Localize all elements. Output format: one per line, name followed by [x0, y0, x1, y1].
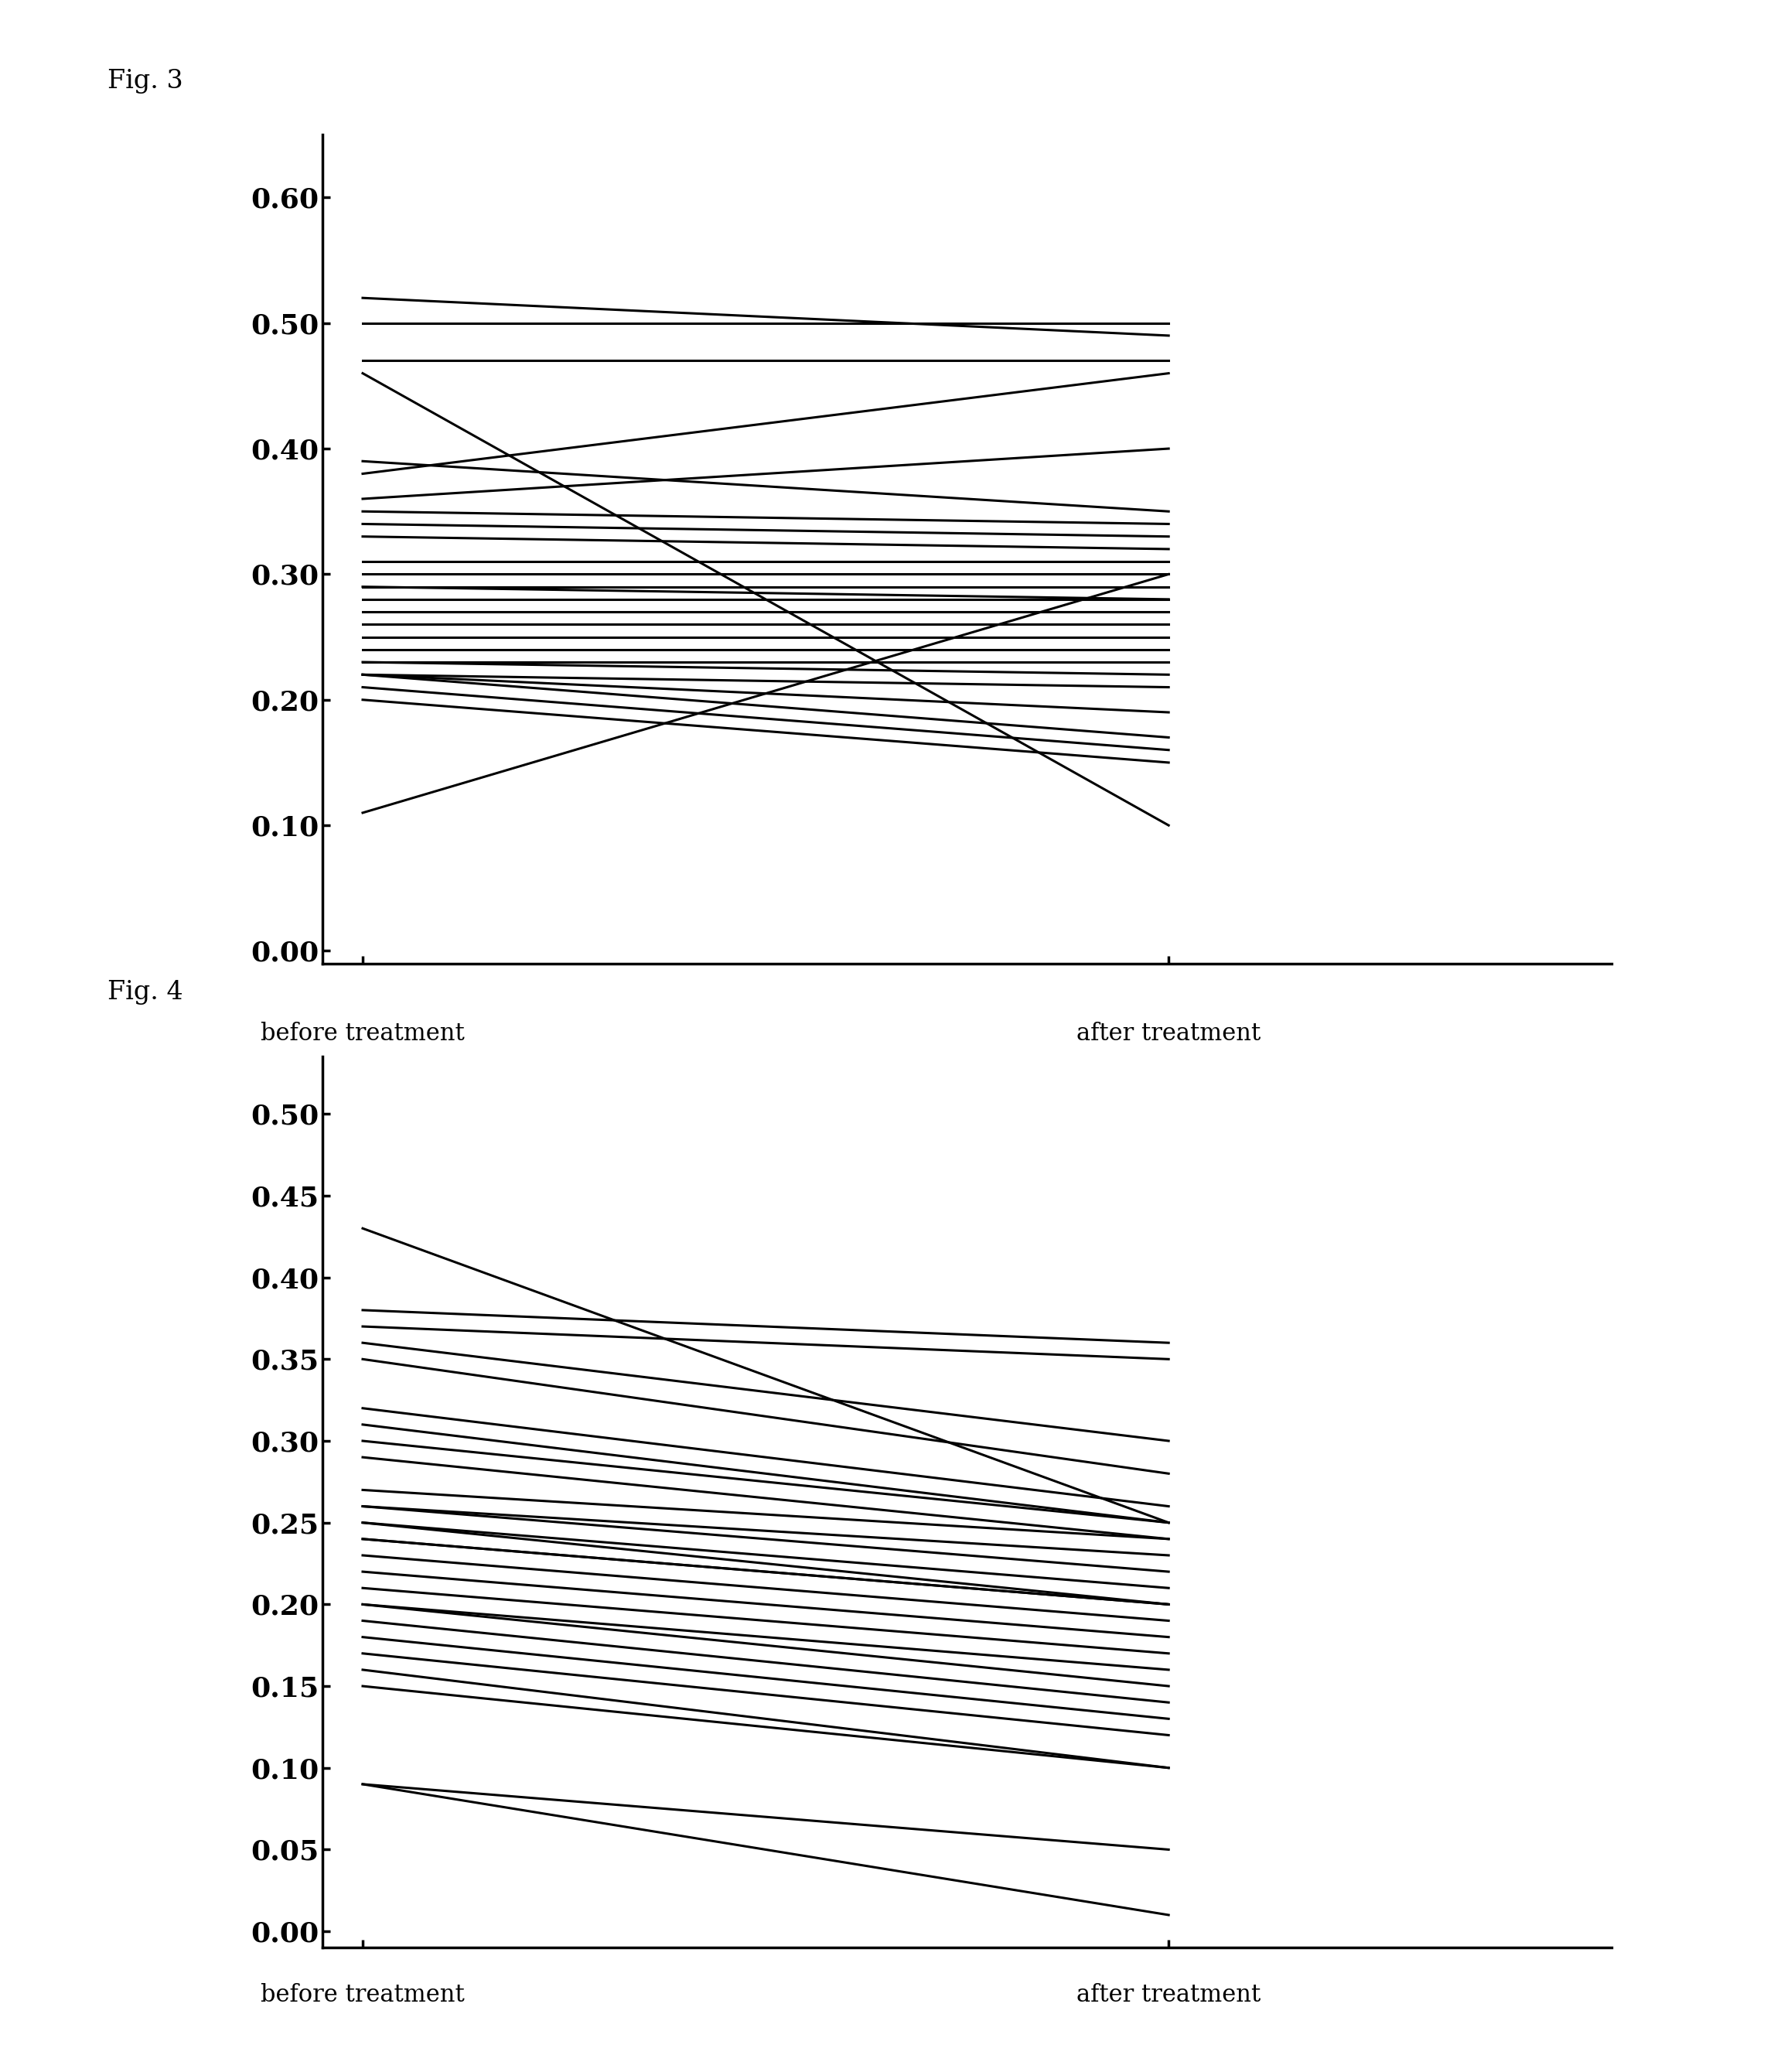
Text: after treatment: after treatment — [1076, 1983, 1261, 2008]
Text: after treatment: after treatment — [1076, 1021, 1261, 1046]
Text: before treatment: before treatment — [261, 1021, 464, 1046]
Text: Fig. 4: Fig. 4 — [107, 980, 183, 1005]
Text: Fig. 3: Fig. 3 — [107, 68, 183, 93]
Text: before treatment: before treatment — [261, 1983, 464, 2008]
